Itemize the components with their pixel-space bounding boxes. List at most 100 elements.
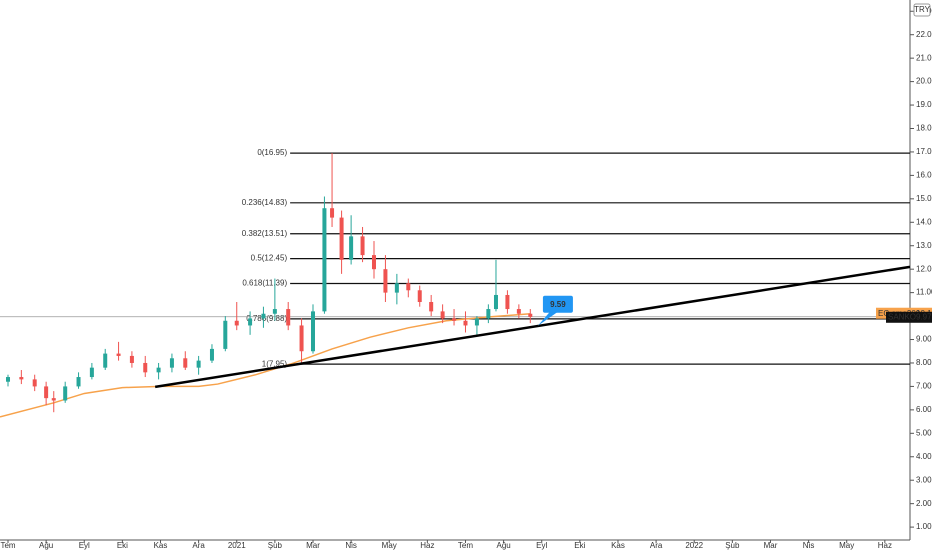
currency: TRY <box>914 5 931 14</box>
candle-body <box>196 360 201 368</box>
y-tick-label: 17.00 <box>916 147 932 156</box>
currency-box <box>913 3 931 17</box>
candle-body <box>299 325 304 352</box>
x-tick-label: Şub <box>725 541 740 550</box>
candle-body <box>169 358 174 368</box>
x-tick-label: Haz <box>420 541 434 550</box>
y-tick-label: 1.00 <box>916 522 932 531</box>
x-tick-label: Mar <box>764 541 778 550</box>
x-tick-label: Kas <box>611 541 625 550</box>
y-tick-label: 5.00 <box>916 428 932 437</box>
y-tick-label: 4.00 <box>916 452 932 461</box>
candle-body <box>76 377 81 387</box>
candle-body <box>505 294 510 310</box>
x-tick-label: Eki <box>117 541 128 550</box>
y-tick-label: 9.00 <box>916 335 932 344</box>
y-tick-label: 6.00 <box>916 405 932 414</box>
sma-line <box>0 312 531 418</box>
candle-body <box>463 320 468 326</box>
y-tick-label: 21.00 <box>916 53 932 62</box>
fib-label: 0.382(13.51) <box>242 229 288 238</box>
candle-body <box>528 313 533 317</box>
candle-body <box>429 302 434 312</box>
x-tick-label: Haz <box>878 541 892 550</box>
y-tick-label: 14.00 <box>916 217 932 226</box>
candle-body <box>394 283 399 293</box>
candle-body <box>103 353 108 368</box>
candle-body <box>156 367 161 373</box>
y-tick-label: 13.00 <box>916 241 932 250</box>
candle-body <box>371 255 376 270</box>
y-tick-label: 7.00 <box>916 382 932 391</box>
candle-body <box>272 309 277 314</box>
y-tick-label: 12.00 <box>916 264 932 273</box>
y-tick-label: 8.00 <box>916 358 932 367</box>
candle-body <box>261 313 266 319</box>
fib-label: 1(7.95) <box>262 359 288 368</box>
y-tick-label: 15.00 <box>916 194 932 203</box>
x-tick-label: Ara <box>650 541 663 550</box>
x-tick-label: Şub <box>268 541 283 550</box>
y-tick-label: 16.00 <box>916 170 932 179</box>
candle-body <box>286 309 291 326</box>
x-tick-label: Ara <box>192 541 205 550</box>
candle-body <box>63 386 68 401</box>
candle-body <box>183 358 188 368</box>
y-tick-label: 18.00 <box>916 124 932 133</box>
candle-body <box>474 318 479 326</box>
x-tick-label: Mar <box>306 541 320 550</box>
candle-body <box>129 355 134 363</box>
candle-body <box>209 348 214 361</box>
candle-body <box>44 386 49 399</box>
fib-label: 0.786(9.88) <box>246 314 287 323</box>
candle-body <box>406 283 411 291</box>
callout-pointer <box>537 311 558 326</box>
fib-label: 0.5(12.45) <box>251 254 288 263</box>
candle-body <box>452 318 457 321</box>
fib-label: 0.618(11.39) <box>242 279 287 288</box>
x-tick-label: Kas <box>154 541 168 550</box>
candle-body <box>51 398 56 401</box>
x-tick-label: Nis <box>345 541 357 550</box>
callout-label: 9.59 <box>550 300 566 309</box>
symbol-price-box <box>886 311 932 323</box>
candle-body <box>516 309 521 314</box>
candle-body <box>248 318 253 326</box>
candle-body <box>89 367 94 378</box>
y-tick-label: 3.00 <box>916 475 932 484</box>
x-tick-label: Eki <box>574 541 585 550</box>
x-tick-label: May <box>382 541 397 550</box>
y-tick-label: 19.00 <box>916 100 932 109</box>
x-tick-label: Eyl <box>536 541 547 550</box>
x-tick-label: Ağu <box>496 541 510 550</box>
candle-body <box>330 208 335 218</box>
candle-body <box>360 236 365 256</box>
x-tick-label: May <box>839 541 854 550</box>
x-tick-label: Tem <box>458 541 473 550</box>
candle-body <box>116 353 121 356</box>
y-tick-label: 20.00 <box>916 77 932 86</box>
trendline <box>154 265 911 389</box>
y-tick-label: 11.00 <box>916 288 932 297</box>
candle-body <box>486 309 491 319</box>
y-tick-label: 2.00 <box>916 499 932 508</box>
symbol-price: 9.97 <box>916 312 932 321</box>
candle-body <box>223 320 228 349</box>
candle-body <box>493 294 498 310</box>
symbol-name: SANKO <box>888 312 916 321</box>
x-tick-label: Ağu <box>39 541 53 550</box>
candle-body <box>383 269 388 293</box>
candle-body <box>32 379 37 387</box>
candle-body <box>234 320 239 326</box>
x-tick-label: 2021 <box>228 541 246 550</box>
candle-body <box>19 377 24 380</box>
x-tick-label: Nis <box>803 541 815 550</box>
y-tick-label: 22.00 <box>916 30 932 39</box>
candle-body <box>6 377 11 382</box>
candle-body <box>322 208 327 312</box>
candle-body <box>339 217 344 260</box>
candle-body <box>349 236 354 260</box>
fib-label: 0(16.95) <box>257 148 287 157</box>
x-tick-label: 2022 <box>685 541 703 550</box>
